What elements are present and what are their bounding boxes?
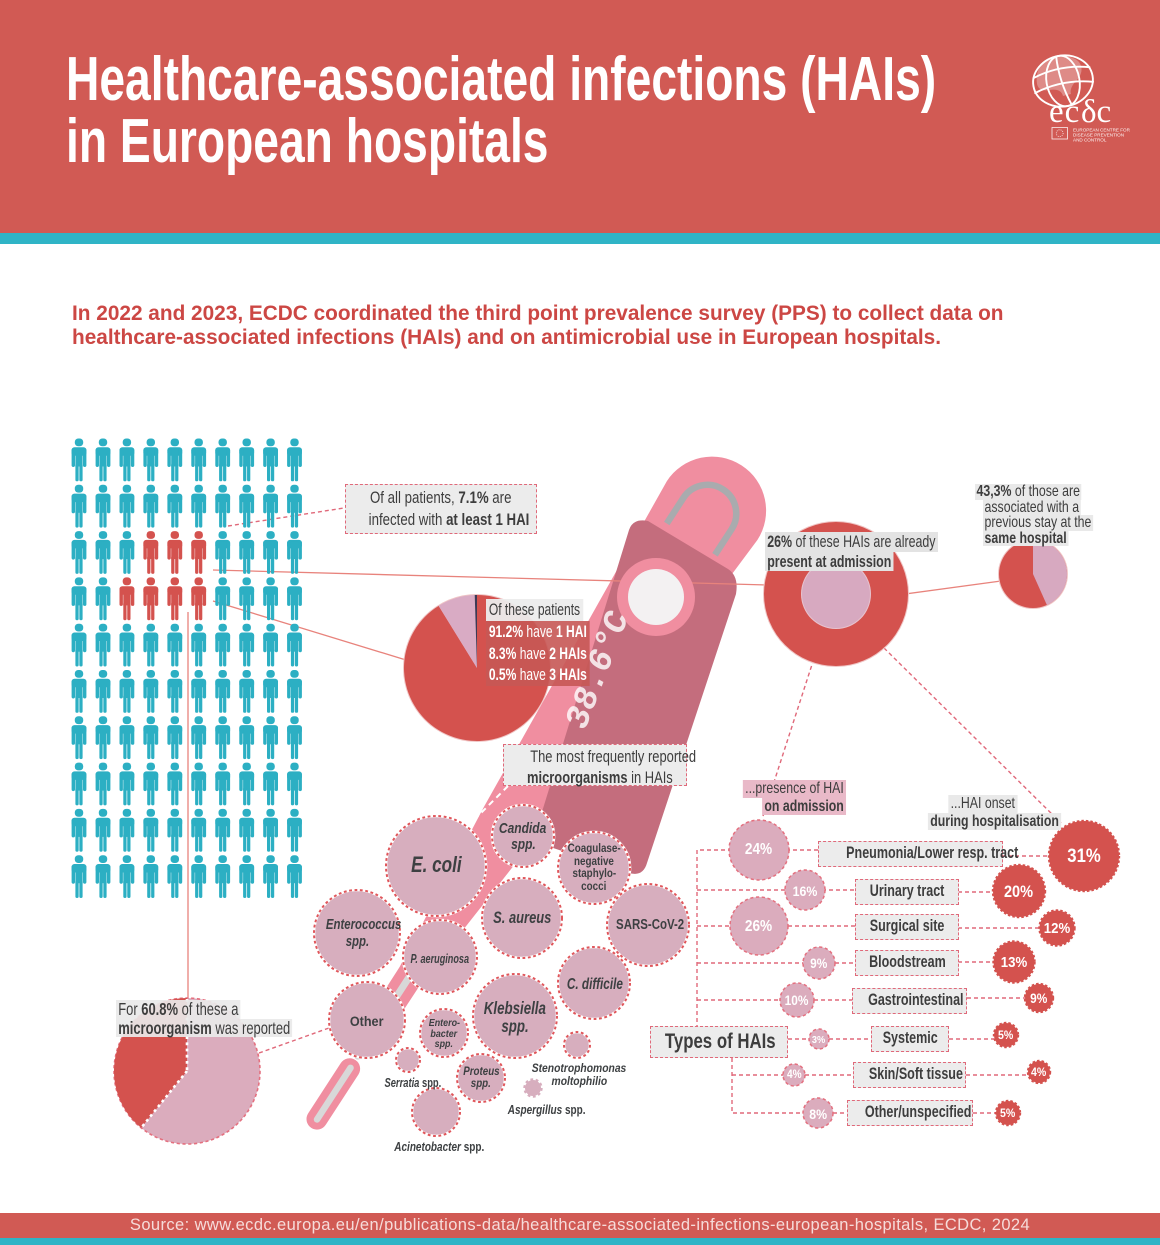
- svg-text:EUROPEAN CENTRE FOR: EUROPEAN CENTRE FOR: [1073, 128, 1131, 133]
- svg-text:δc: δc: [1081, 94, 1111, 130]
- svg-text:AND CONTROL: AND CONTROL: [1073, 138, 1107, 143]
- svg-text:ec: ec: [1049, 94, 1080, 130]
- svg-text:DISEASE PREVENTION: DISEASE PREVENTION: [1073, 133, 1124, 138]
